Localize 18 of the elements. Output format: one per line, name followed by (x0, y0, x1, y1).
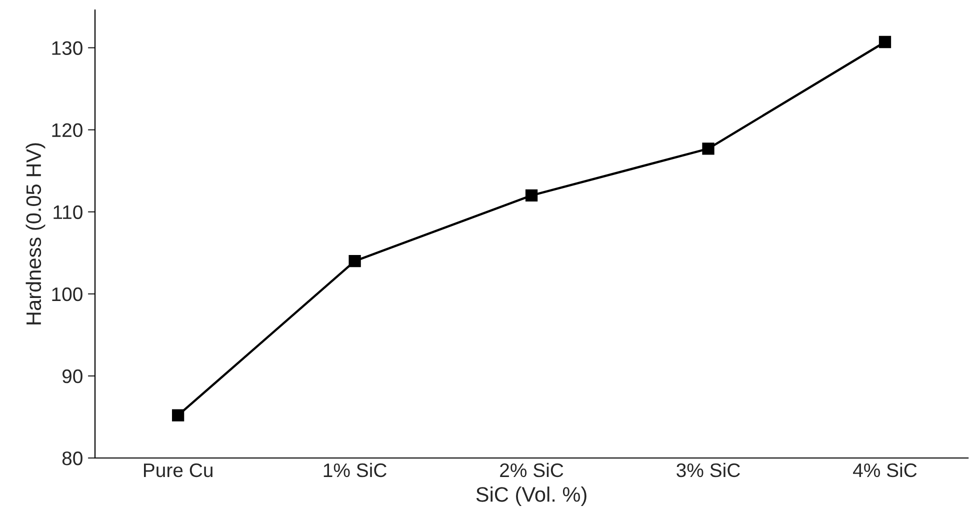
y-tick-label: 80 (62, 451, 82, 466)
x-tick-label: 2% SiC (500, 462, 564, 478)
x-tick-label: 4% SiC (853, 462, 917, 478)
x-tick-label: Pure Cu (144, 463, 212, 478)
x-tick-label: 3% SiC (676, 462, 740, 478)
y-tick-label: 120 (52, 123, 82, 138)
point (878, 36, 892, 48)
x-tick-label: 1% SiC (324, 462, 386, 478)
x-axis-title: SiC (Vol. %) (476, 486, 586, 506)
point (348, 255, 361, 268)
y-axis-title: Hardness (0.05 HV) (26, 143, 46, 324)
y-tick-label: 90 (62, 369, 82, 384)
point (702, 142, 714, 155)
y-tick-label: 130 (52, 41, 82, 55)
y-tick-label: 110 (54, 205, 82, 220)
point (525, 189, 538, 202)
point (172, 409, 184, 422)
y-tick-label: 100 (52, 287, 82, 302)
